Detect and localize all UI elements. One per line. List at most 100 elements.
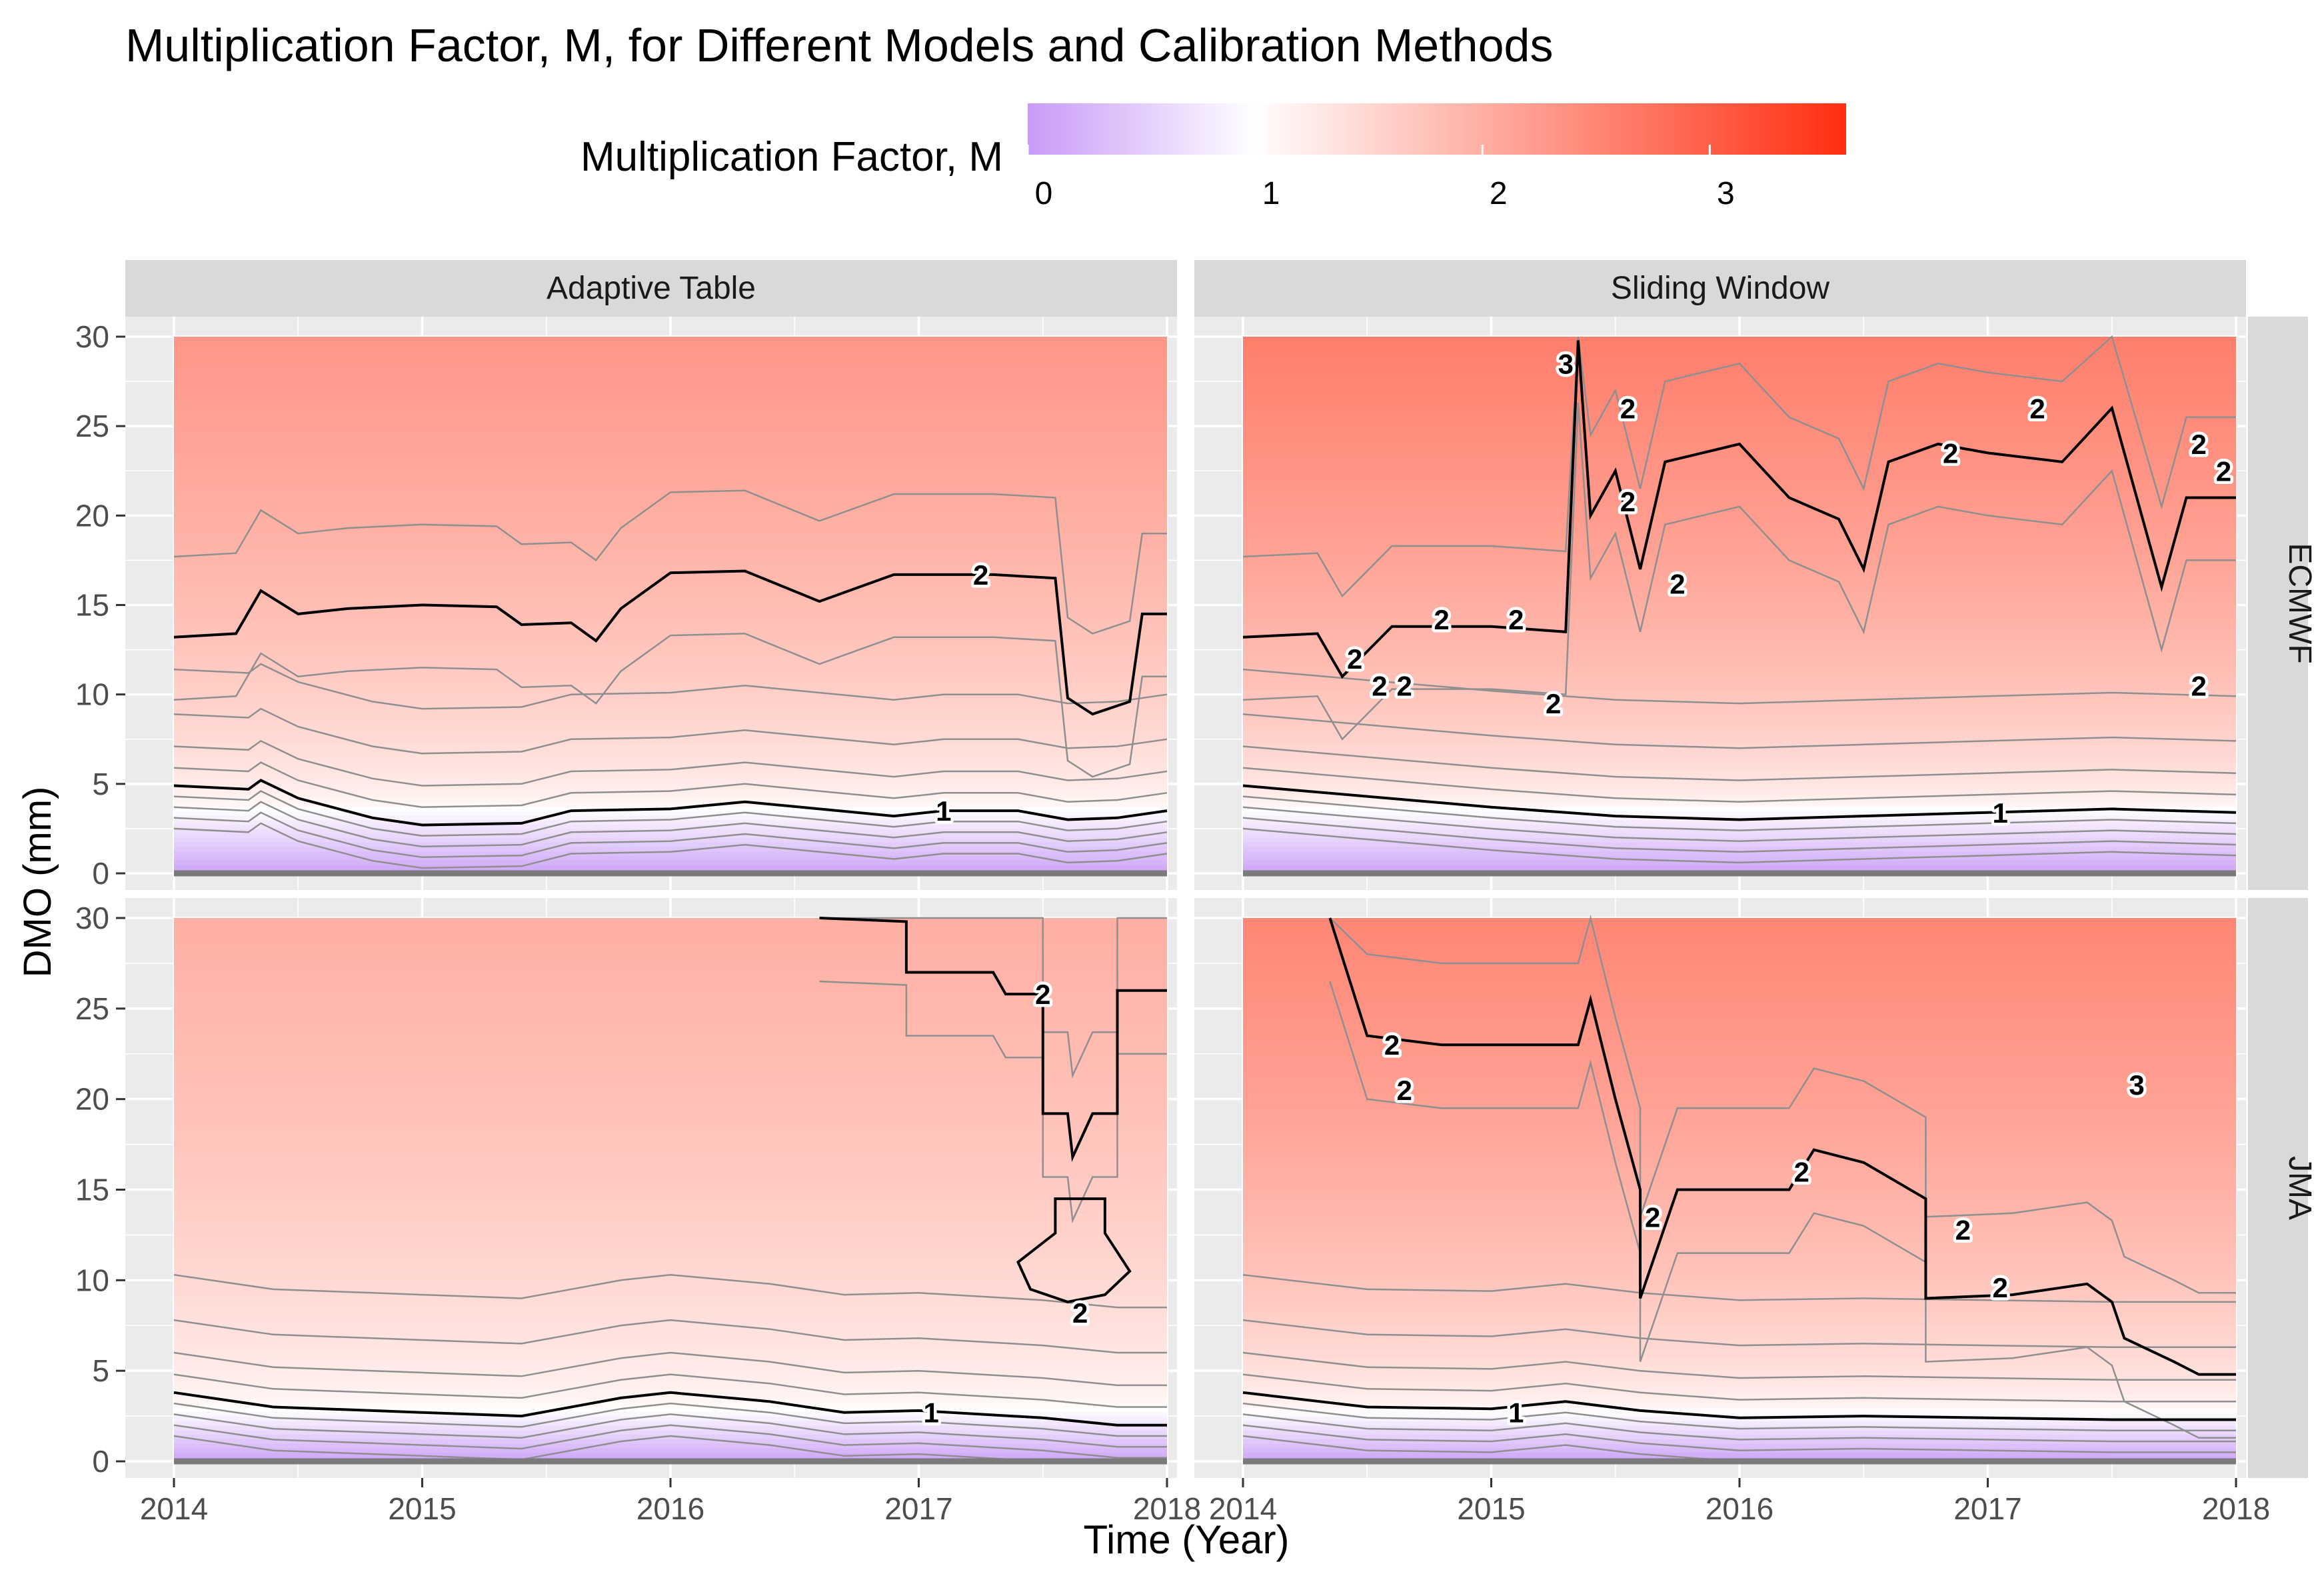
contour-minor xyxy=(1242,745,2237,781)
heat-cell xyxy=(174,1280,1167,1285)
heat-cell xyxy=(174,385,1167,391)
contour-minor xyxy=(173,1319,1167,1354)
heat-cell xyxy=(1243,475,2236,481)
contour-label: 2 xyxy=(2191,429,2206,460)
heat-cell xyxy=(174,1244,1167,1249)
heat-cell xyxy=(174,618,1167,624)
heat-cell xyxy=(1243,1108,2236,1113)
heat-cell xyxy=(174,1447,1167,1453)
contour-minor xyxy=(1242,1424,2236,1453)
heat-cell xyxy=(174,1022,1167,1027)
heat-cell xyxy=(174,1298,1167,1304)
heat-cell xyxy=(174,811,1167,816)
heat-cell xyxy=(1243,1316,2236,1322)
heat-cell xyxy=(1243,1334,2236,1340)
heat-cell xyxy=(174,587,1167,593)
legend-title: Multiplication Factor, M xyxy=(581,134,1003,180)
heat-cell xyxy=(174,497,1167,503)
contour-minor xyxy=(173,822,1168,869)
heat-cell xyxy=(1243,1452,2236,1458)
heat-cell xyxy=(174,940,1167,946)
heat-cell xyxy=(174,573,1167,579)
heat-cell xyxy=(1243,1017,2236,1023)
heat-cell xyxy=(1243,569,2236,575)
heat-cell xyxy=(174,578,1167,583)
y-tick-label: 25 xyxy=(75,409,109,443)
heat-cell xyxy=(1243,1311,2236,1317)
x-axis-title: Time (Year) xyxy=(1084,1517,1290,1562)
heat-cell xyxy=(174,1371,1167,1376)
contour-label: 2 xyxy=(1434,604,1449,635)
contour-label: 2 xyxy=(1645,1201,1660,1233)
legend-tick-label: 3 xyxy=(1717,176,1735,211)
contour-minor xyxy=(1242,335,2236,598)
heat-cell xyxy=(174,842,1167,847)
contour-label: 2 xyxy=(1943,437,1958,469)
contour-minor xyxy=(1242,767,2237,803)
heat-cell xyxy=(174,1443,1167,1449)
heat-cell xyxy=(174,654,1167,659)
y-tick-label: 15 xyxy=(75,588,109,623)
heat-cell xyxy=(174,667,1167,673)
heat-cell xyxy=(1243,949,2236,955)
heat-cell xyxy=(1243,972,2236,978)
heat-cell xyxy=(1243,1280,2236,1285)
heat-cell xyxy=(174,770,1167,776)
heat-cell xyxy=(1243,435,2236,441)
heat-cell xyxy=(1243,413,2236,418)
heat-cell xyxy=(1243,985,2236,991)
heat-cell xyxy=(174,1139,1167,1145)
chart-title: Multiplication Factor, M, for Different … xyxy=(125,19,1553,71)
y-tick-label: 30 xyxy=(75,319,109,354)
heat-cell xyxy=(174,699,1167,704)
heat-cell xyxy=(174,949,1167,955)
heat-cell xyxy=(1243,1199,2236,1204)
heat-cell xyxy=(1243,1289,2236,1295)
y-tick-label: 0 xyxy=(92,856,109,891)
contour-label: 2 xyxy=(1372,670,1387,701)
heat-cell xyxy=(1243,439,2236,445)
heat-cell xyxy=(1243,936,2236,941)
heat-cell xyxy=(174,506,1167,512)
heat-cell xyxy=(174,1135,1167,1141)
contour-label: 3 xyxy=(1558,348,1574,379)
heat-cell xyxy=(174,1171,1167,1177)
heat-cell xyxy=(1243,511,2236,517)
heat-cell xyxy=(1243,959,2236,964)
heat-cell xyxy=(1243,520,2236,525)
heat-cell xyxy=(174,1248,1167,1254)
heat-cell xyxy=(1243,999,2236,1005)
heat-cell xyxy=(1243,676,2236,682)
heat-cell xyxy=(1243,721,2236,727)
heat-cell xyxy=(1243,555,2236,561)
heat-cell xyxy=(1243,627,2236,633)
contour-m1 xyxy=(1242,784,2237,821)
heat-cell xyxy=(1243,797,2236,803)
heat-cell xyxy=(174,1353,1167,1358)
heat-cell xyxy=(1243,1031,2236,1037)
heat-cell xyxy=(174,565,1167,570)
y-tick-label: 15 xyxy=(75,1173,109,1207)
heat-cell xyxy=(174,712,1167,718)
heat-cell xyxy=(1243,659,2236,664)
contour-label: 2 xyxy=(1793,1156,1809,1187)
heat-cell xyxy=(174,613,1167,619)
x-tick-label: 2014 xyxy=(1209,1491,1277,1526)
y-tick-label: 10 xyxy=(75,677,109,712)
heat-cell xyxy=(1243,381,2236,387)
contour-minor xyxy=(1329,981,2236,1439)
contour-label: 2 xyxy=(1992,1272,2007,1303)
contour-minor xyxy=(173,761,1168,808)
heat-cell xyxy=(1243,618,2236,624)
facet-panel: 21 xyxy=(125,317,1177,890)
heat-cell xyxy=(1243,395,2236,400)
heat-cell xyxy=(1243,1113,2236,1118)
heat-cell xyxy=(174,596,1167,601)
heat-cell xyxy=(174,1330,1167,1335)
heat-cell xyxy=(174,1053,1167,1059)
heat-cell xyxy=(174,833,1167,839)
contour-minor xyxy=(173,633,1167,778)
heat-cell xyxy=(1243,717,2236,722)
facet-panel: 2 2 1 xyxy=(125,898,1177,1478)
heat-cell xyxy=(1243,524,2236,530)
